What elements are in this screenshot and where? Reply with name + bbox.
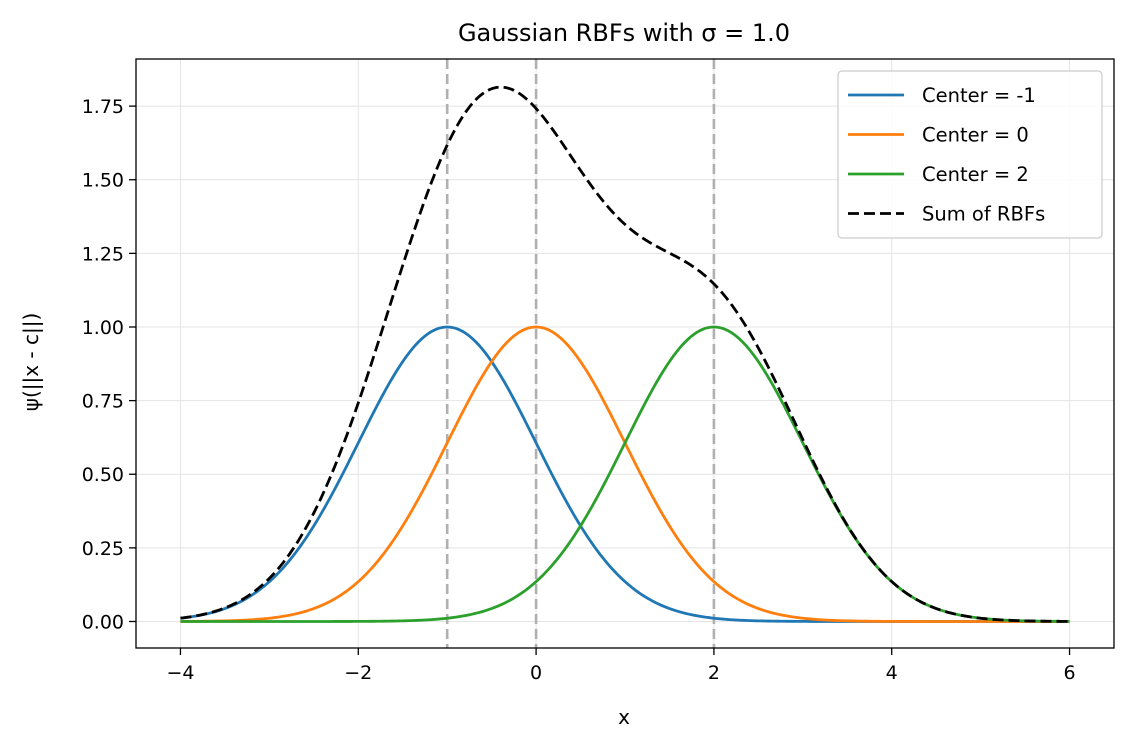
y-tick-label: 1.50 [82,170,124,192]
y-axis-label: ψ(||x - c||) [19,313,43,412]
y-tick-label: 1.75 [82,96,124,118]
x-tick-label: 4 [886,662,898,684]
x-axis-ticks: −4 −2 0 2 4 6 [166,648,1076,684]
x-tick-label: 2 [708,662,720,684]
chart-title: Gaussian RBFs with σ = 1.0 [458,19,790,47]
series-line [180,85,1070,623]
legend-label: Sum of RBFs [922,203,1045,226]
legend-label: Center = 0 [922,124,1029,147]
x-tick-label: −4 [166,662,194,684]
x-tick-label: 0 [530,662,542,684]
y-tick-label: 1.25 [82,243,124,265]
legend: Center = -1 Center = 0 Center = 2 Sum of RB… [837,70,1103,239]
vertical-center-lines [445,59,716,648]
plot-area-frame [135,58,1115,649]
y-tick-label: 0.75 [82,391,124,413]
legend-box [837,70,1103,239]
y-tick-label: 0.00 [82,611,124,633]
y-tick-label: 1.00 [82,317,124,339]
y-tick-label: 0.25 [82,538,124,560]
y-axis-ticks: 0.00 0.25 0.50 0.75 1.00 1.25 1.50 1.75 [82,96,136,633]
x-tick-label: 6 [1063,662,1075,684]
series-lines [180,85,1070,623]
x-axis-label: x [618,705,630,729]
legend-label: Center = -1 [922,84,1036,107]
y-tick-label: 0.50 [82,464,124,486]
x-tick-label: −2 [344,662,372,684]
legend-label: Center = 2 [922,163,1029,186]
